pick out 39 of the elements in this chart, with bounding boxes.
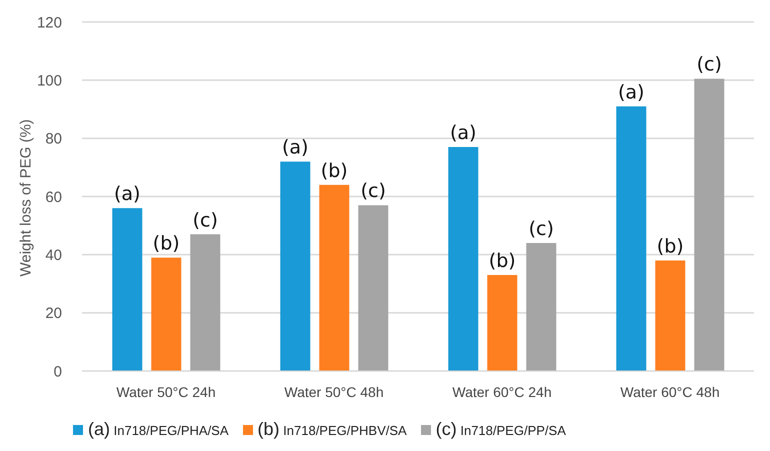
- data-label: (a): [618, 81, 644, 104]
- data-label: (c): [696, 54, 722, 76]
- bar: [280, 162, 310, 371]
- data-label: (b): [656, 235, 684, 258]
- bar: [526, 243, 556, 371]
- bar: [448, 147, 478, 371]
- bar: [616, 106, 646, 371]
- y-axis-title: Weight loss of PEG (%): [17, 119, 34, 276]
- legend-label: (a) In718/PEG/PHA/SA: [88, 419, 229, 440]
- data-label: (b): [488, 250, 516, 272]
- y-tick-label: 0: [54, 363, 62, 380]
- data-label: (b): [320, 160, 348, 182]
- bar: [112, 208, 142, 371]
- legend-label: (b) In718/PEG/PHBV/SA: [258, 419, 407, 440]
- x-tick-label: Water 50°C 24h: [116, 384, 216, 400]
- bar: [190, 234, 220, 371]
- legend-label: (c) In718/PEG/PP/SA: [436, 419, 566, 440]
- bar: [487, 275, 518, 371]
- bar: [694, 78, 724, 371]
- data-label: (c): [528, 218, 554, 240]
- x-tick-label: Water 60°C 48h: [620, 384, 720, 400]
- data-label: (c): [192, 209, 218, 232]
- bar: [151, 258, 182, 371]
- y-tick-label: 40: [45, 246, 62, 264]
- data-label: (a): [282, 136, 308, 159]
- y-tick-label: 120: [36, 14, 62, 32]
- bar: [358, 205, 388, 371]
- y-tick-label: 60: [45, 188, 62, 206]
- y-tick-label: 80: [45, 130, 62, 148]
- y-tick-label: 100: [36, 72, 62, 90]
- x-tick-label: Water 50°C 48h: [284, 384, 384, 400]
- data-label: (a): [450, 122, 476, 144]
- data-label: (c): [360, 180, 386, 202]
- data-label: (b): [152, 232, 180, 255]
- bar: [319, 184, 350, 371]
- y-tick-label: 20: [45, 305, 62, 322]
- x-tick-label: Water 60°C 24h: [452, 384, 552, 400]
- data-label: (a): [114, 183, 140, 206]
- bar: [655, 260, 686, 371]
